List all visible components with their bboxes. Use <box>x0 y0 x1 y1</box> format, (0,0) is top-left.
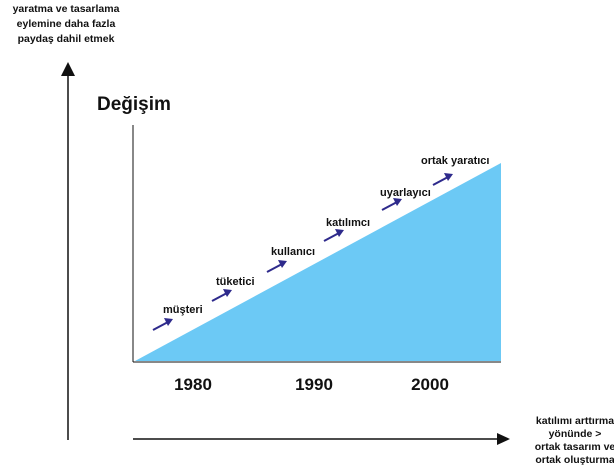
horizontal-axis-label: katılımı arttırma yönünde > ortak tasarı… <box>520 415 614 467</box>
vertical-axis-label-line-2: eylemine daha fazla <box>16 18 116 30</box>
stage-arrow-4-head <box>335 229 344 237</box>
year-label-2000: 2000 <box>411 375 449 394</box>
vertical-axis-label: yaratma ve tasarlama eylemine daha fazla… <box>0 2 132 47</box>
stage-arrow-6 <box>432 176 449 186</box>
year-label-1990: 1990 <box>295 375 333 394</box>
stage-arrow-5-head <box>393 198 402 206</box>
stage-arrow-5 <box>381 201 398 211</box>
growth-wedge <box>135 163 501 361</box>
stage-label-katilimci: katılımcı <box>326 217 371 229</box>
stage-arrow-2-head <box>223 289 232 297</box>
outer-horizontal-arrowhead <box>497 433 510 445</box>
year-label-1980: 1980 <box>174 375 212 394</box>
stage-label-musteri: müşteri <box>163 304 203 316</box>
stage-arrow-3-head <box>278 260 287 268</box>
vertical-axis-label-line-3: paydaş dahil etmek <box>17 33 115 45</box>
change-title: Değişim <box>97 94 171 115</box>
stage-arrow-6-head <box>444 173 453 181</box>
stage-arrow-1-head <box>164 318 173 326</box>
stage-arrow-3 <box>266 263 283 273</box>
stage-label-kullanici: kullanıcı <box>271 246 316 258</box>
stage-arrow-1 <box>152 321 169 331</box>
stage-label-tuketici: tüketici <box>216 276 255 288</box>
horizontal-axis-label-line-1: katılımı arttırma <box>535 415 614 427</box>
horizontal-axis-label-line-3: ortak tasarım ve <box>534 441 614 453</box>
stage-arrow-4 <box>323 232 340 242</box>
stage-label-uyarlayici: uyarlayıcı <box>380 187 431 199</box>
horizontal-axis-label-line-2: yönünde > <box>548 428 602 440</box>
vertical-axis-label-line-1: yaratma ve tasarlama <box>12 3 120 15</box>
outer-vertical-arrowhead <box>61 62 75 76</box>
horizontal-axis-label-line-4: ortak oluşturma <box>535 454 614 466</box>
stage-arrow-2 <box>211 292 228 302</box>
stage-label-ortak-yaratici: ortak yaratıcı <box>421 155 490 167</box>
